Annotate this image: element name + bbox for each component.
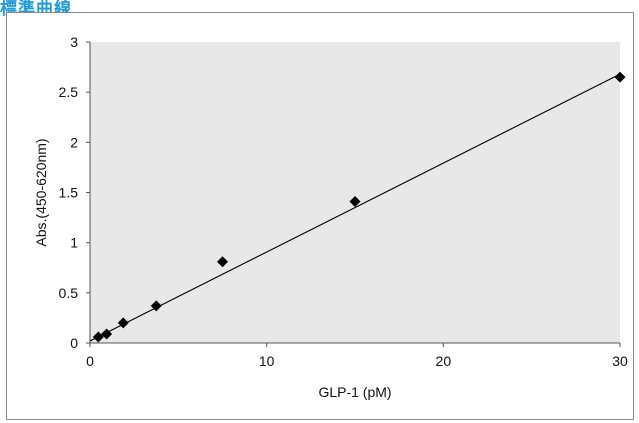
x-tick-label: 10 bbox=[259, 353, 275, 369]
x-axis-label: GLP-1 (pM) bbox=[318, 384, 391, 400]
trendline bbox=[89, 73, 621, 342]
data-point bbox=[217, 256, 228, 268]
data-point bbox=[150, 300, 162, 312]
y-tick-label: 0.5 bbox=[59, 285, 79, 301]
axes bbox=[86, 41, 621, 347]
data-point bbox=[101, 328, 113, 340]
tick-labels: 00.511.522.530 10 20 30 bbox=[59, 34, 628, 369]
x-tick-label: 0 bbox=[86, 353, 94, 369]
data-point bbox=[349, 196, 361, 208]
plot-area bbox=[90, 42, 620, 343]
y-tick-label: 1 bbox=[70, 235, 78, 251]
trendline-layer bbox=[89, 73, 621, 342]
data-points bbox=[92, 71, 626, 343]
y-axis-label: Abs.(450-620nm) bbox=[33, 138, 49, 246]
data-point bbox=[614, 71, 626, 83]
x-tick-label: 20 bbox=[436, 353, 452, 369]
data-point bbox=[117, 317, 129, 329]
y-tick-label: 0 bbox=[70, 335, 78, 351]
y-tick-label: 3 bbox=[70, 34, 78, 50]
x-tick-label: 30 bbox=[612, 353, 628, 369]
y-tick-label: 2.5 bbox=[59, 84, 79, 100]
y-tick-label: 1.5 bbox=[59, 185, 79, 201]
data-point bbox=[92, 331, 104, 343]
y-tick-label: 2 bbox=[70, 134, 78, 150]
